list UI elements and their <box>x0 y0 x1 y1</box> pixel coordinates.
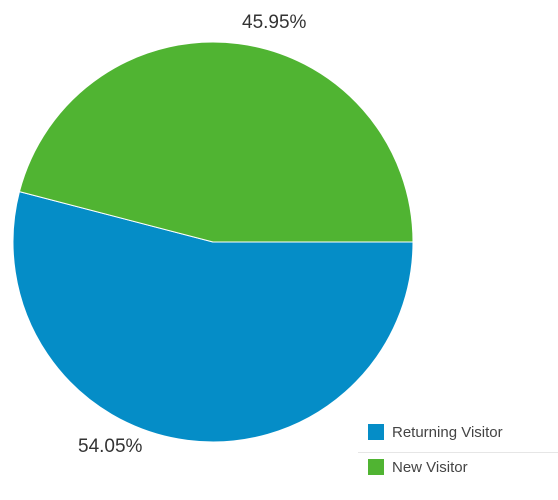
legend-item-new-visitor[interactable]: New Visitor <box>358 452 558 481</box>
chart-legend: Returning Visitor New Visitor <box>358 418 558 481</box>
legend-item-returning-visitor[interactable]: Returning Visitor <box>368 418 558 446</box>
pie-slice-returning-visitor[interactable] <box>12 191 414 443</box>
legend-swatch-new-visitor <box>368 459 384 475</box>
legend-swatch-returning-visitor <box>368 424 384 440</box>
pie-value-label-returning-visitor: 54.05% <box>78 436 143 457</box>
legend-label-new-visitor: New Visitor <box>392 458 468 476</box>
pie-slice-new-visitor[interactable] <box>18 41 414 243</box>
legend-label-returning-visitor: Returning Visitor <box>392 423 503 441</box>
pie-value-label-new-visitor: 45.95% <box>242 12 307 33</box>
